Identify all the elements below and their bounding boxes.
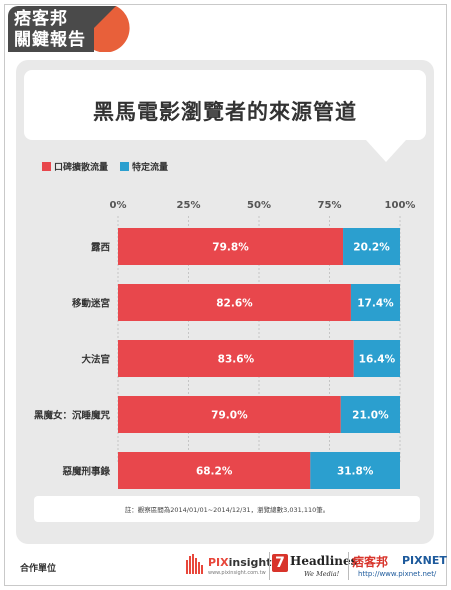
- logo-divider-2: [348, 552, 349, 580]
- legend-swatch-word-of-mouth: [42, 162, 51, 171]
- bar-segment: [310, 452, 400, 489]
- bar-segment: [118, 396, 341, 433]
- stacked-bar-chart: 0% 25% 50% 75% 100% 露西 79.8% 20.2% 移動迷宮 82.6% 17.4…: [34, 200, 416, 489]
- pixinsight-logo: PIXinsight www.pixinsight.com.tw: [186, 548, 272, 582]
- pixinsight-bars-icon: [186, 554, 203, 574]
- category-label: 露西: [91, 243, 111, 254]
- data-label: 31.8%: [337, 466, 374, 478]
- data-label: 79.8%: [212, 242, 249, 254]
- bar-segment: [118, 228, 344, 265]
- x-tick-label: 0%: [110, 200, 127, 211]
- data-label: 16.4%: [359, 354, 396, 366]
- pixnet-url: http://www.pixnet.net/: [358, 570, 437, 578]
- data-label: 82.6%: [216, 298, 253, 310]
- bar-segment: [353, 340, 400, 377]
- logo-divider-1: [269, 552, 270, 580]
- headlines-seven: 7: [272, 554, 288, 572]
- bar-segment: [118, 284, 351, 321]
- note-box: 註：觀察區間為2014/01/01~2014/12/31，瀏覽總數3,031,1…: [34, 496, 420, 522]
- x-tick-label: 100%: [385, 200, 416, 211]
- bar-segment: [343, 228, 400, 265]
- bar-segment: [118, 452, 311, 489]
- legend-label-word-of-mouth: 口碑擴散流量: [54, 163, 109, 173]
- chart-title: 黑馬電影瀏覽者的來源管道: [93, 100, 357, 124]
- pixnet-en: PIXNET: [402, 554, 447, 567]
- pixinsight-name-a: PIX: [208, 556, 229, 569]
- data-label: 20.2%: [353, 242, 390, 254]
- pixnet-logo: 痞客邦 PIXNET http://www.pixnet.net/: [352, 548, 447, 582]
- title-box: 黑馬電影瀏覽者的來源管道: [24, 70, 426, 140]
- legend-label-specific: 特定流量: [132, 163, 169, 173]
- brand-box: [8, 6, 94, 52]
- headlines-tagline: We Media!: [304, 570, 340, 578]
- headlines-logo: 7 Headlines We Media!: [272, 548, 357, 582]
- headlines-name: Headlines: [290, 554, 358, 568]
- data-label: 68.2%: [196, 466, 233, 478]
- category-label: 惡魔刑事錄: [62, 466, 110, 478]
- pixinsight-name: PIXinsight: [208, 556, 272, 569]
- pixinsight-url: www.pixinsight.com.tw: [208, 570, 266, 576]
- data-label: 21.0%: [352, 410, 389, 422]
- pixnet-cn: 痞客邦: [352, 555, 389, 569]
- bar-segment: [340, 396, 400, 433]
- category-label: 黑魔女：沉睡魔咒: [34, 410, 111, 422]
- legend-swatch-specific: [120, 162, 129, 171]
- legend-item-word-of-mouth: 口碑擴散流量: [42, 160, 108, 173]
- title-notch: [366, 140, 406, 162]
- brand-logo: 痞客邦 關鍵報告: [8, 6, 130, 58]
- x-tick-label: 25%: [177, 200, 201, 211]
- x-tick-label: 75%: [318, 200, 342, 211]
- legend-item-specific: 特定流量: [120, 160, 168, 173]
- footnote: 註：觀察區間為2014/01/01~2014/12/31，瀏覽總數3,031,1…: [124, 506, 330, 514]
- bar-segment: [118, 340, 354, 377]
- partner-label: 合作單位: [20, 564, 57, 574]
- brand-line-2: 關鍵報告: [14, 30, 86, 50]
- data-label: 17.4%: [357, 298, 394, 310]
- brand-pie-icon: [94, 6, 130, 52]
- data-label: 79.0%: [211, 410, 248, 422]
- category-label: 大法官: [81, 354, 110, 366]
- data-label: 83.6%: [218, 354, 255, 366]
- category-label: 移動迷宮: [72, 298, 110, 310]
- bar-segment: [350, 284, 400, 321]
- brand-line-1: 痞客邦: [14, 9, 68, 29]
- pixinsight-name-b: insight: [228, 556, 272, 569]
- x-tick-label: 50%: [247, 200, 271, 211]
